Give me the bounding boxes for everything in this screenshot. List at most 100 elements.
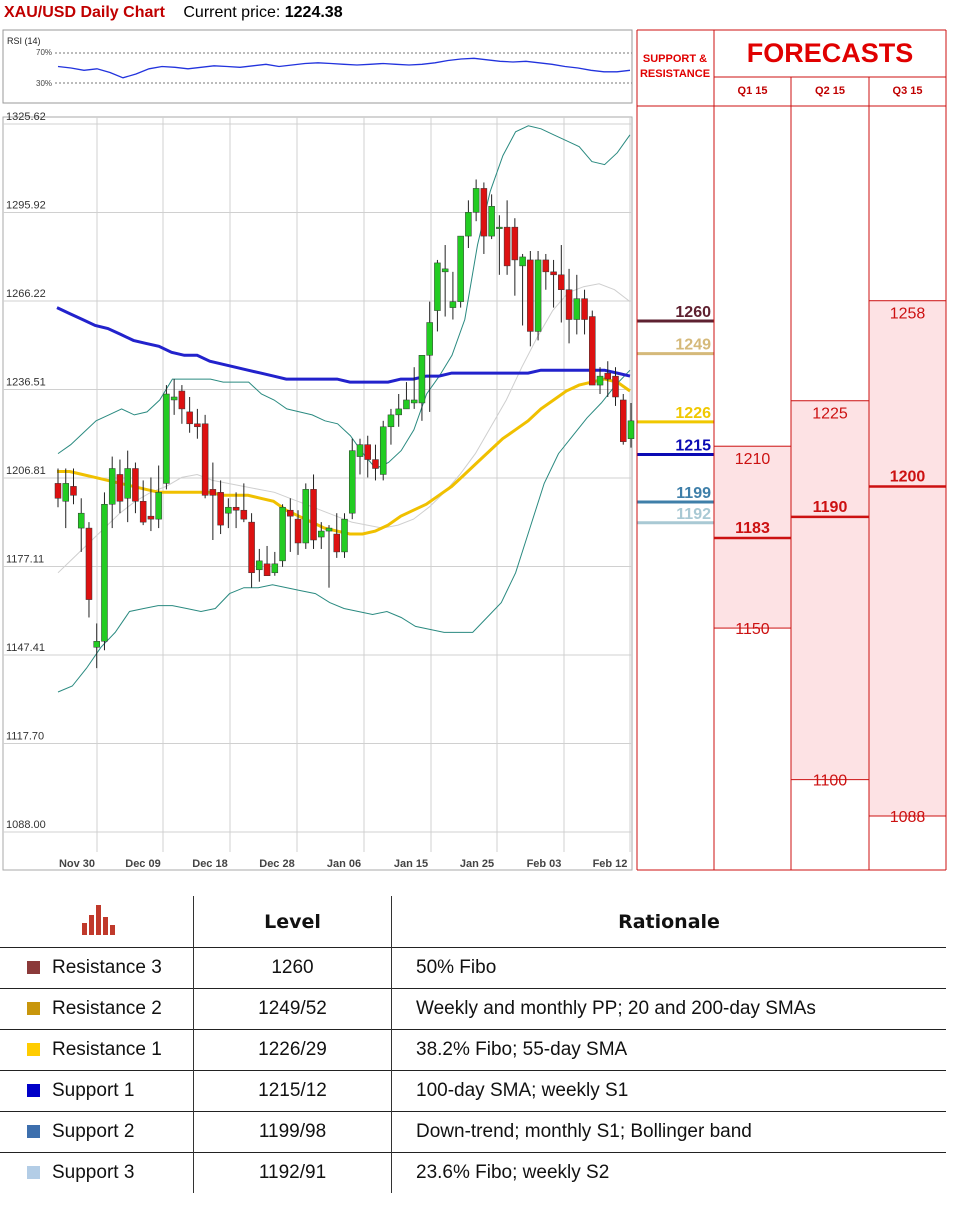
quarter-header-q2: Q2 15 (815, 85, 845, 97)
candle-body (256, 560, 263, 571)
candle-body (372, 459, 379, 469)
candle-body (527, 259, 534, 332)
level-name: Resistance 2 (52, 998, 162, 1019)
candle-body (232, 506, 240, 511)
candle-body (248, 521, 255, 574)
candle-body (147, 515, 155, 520)
sr-level-label: 1249 (675, 337, 711, 354)
candle-body (310, 489, 317, 541)
table-row: Resistance 2 1249/52 Weekly and monthly … (0, 988, 946, 1030)
candle-body (325, 527, 333, 532)
x-tick-label: Feb 12 (593, 858, 628, 870)
candle-body (341, 518, 348, 553)
levels-table: Level Rationale Resistance 3 1260 50% Fi… (0, 896, 946, 1193)
candle-body (302, 489, 310, 544)
sr-level-label: 1199 (676, 485, 711, 502)
rsi-panel: RSI (14) 70% 30% (2, 29, 633, 104)
candle-body (178, 390, 186, 410)
candle-body (364, 444, 371, 460)
x-tick-label: Dec 18 (192, 858, 227, 870)
level-name: Support 3 (52, 1162, 135, 1183)
candle-body (542, 259, 550, 273)
y-tick-label: 1236.51 (6, 377, 46, 389)
candle-body (163, 393, 170, 484)
candle-body (62, 483, 69, 502)
bars-icon-cell (0, 896, 194, 948)
sr-level-label: 1260 (675, 304, 711, 321)
level-name: Support 2 (52, 1121, 135, 1142)
level-rationale: 23.6% Fibo; weekly S2 (391, 1152, 946, 1193)
candle-body (139, 501, 147, 523)
candle-body (294, 518, 302, 544)
candle-body (480, 188, 488, 237)
price-frame (2, 116, 633, 871)
candle-body (596, 375, 604, 386)
level-rationale: 38.2% Fibo; 55-day SMA (391, 1029, 946, 1071)
bollinger-lower-line (57, 369, 631, 693)
x-tick-label: Dec 09 (125, 858, 160, 870)
candle-body (194, 423, 201, 428)
forecast-low-label: 1100 (813, 773, 848, 790)
forecast-mid-label: 1183 (735, 520, 770, 537)
candle-body (225, 506, 232, 514)
quarter-header-q3: Q3 15 (892, 85, 923, 97)
candle-body (93, 641, 100, 648)
level-value: 1215/12 (193, 1070, 392, 1112)
y-tick-label: 1295.92 (6, 199, 46, 211)
candle-body (379, 426, 387, 475)
candle-body (85, 527, 93, 600)
candle-body (612, 375, 619, 398)
rsi-line (57, 57, 631, 79)
y-tick-label: 1117.70 (6, 731, 44, 743)
candle-body (534, 259, 542, 332)
candle-body (558, 274, 565, 290)
candle-body (201, 423, 209, 496)
candle-body (387, 414, 395, 428)
candle-body (318, 530, 325, 538)
forecast-high-label: 1210 (735, 451, 771, 468)
candle-body (410, 399, 418, 404)
level-rationale: 50% Fibo (391, 947, 946, 989)
table-row: Resistance 1 1226/29 38.2% Fibo; 55-day … (0, 1029, 946, 1071)
table-row: Support 2 1199/98 Down-trend; monthly S1… (0, 1111, 946, 1153)
x-tick-label: Feb 03 (527, 858, 562, 870)
legend-swatch (27, 1166, 40, 1179)
candle-body (488, 206, 495, 237)
level-rationale: 100-day SMA; weekly S1 (391, 1070, 946, 1112)
y-tick-label: 1325.62 (6, 111, 46, 123)
rsi-30-label: 30% (36, 79, 52, 88)
forecast-low-label: 1088 (890, 809, 926, 826)
level-value: 1249/52 (193, 988, 392, 1030)
support-resistance-title: SUPPORT & RESISTANCE (637, 52, 713, 82)
level-rationale: Weekly and monthly PP; 20 and 200-day SM… (391, 988, 946, 1030)
sr-title-line1: SUPPORT & (642, 53, 708, 65)
candle-body (449, 301, 457, 308)
sr-title-line2: RESISTANCE (639, 68, 711, 80)
quarter-header-q1: Q1 15 (737, 85, 768, 97)
price-panel: 1325.62 1295.92 1266.22 1236.51 1206.81 1177.… (2, 111, 635, 871)
table-row: Support 3 1192/91 23.6% Fibo; weekly S2 (0, 1152, 946, 1193)
x-tick-label: Jan 25 (460, 858, 494, 870)
candle-body (209, 489, 217, 496)
legend-swatch (27, 961, 40, 974)
rsi-70-label: 70% (36, 48, 52, 57)
x-tick-label: Jan 15 (394, 858, 428, 870)
rsi-label: RSI (14) (7, 36, 41, 46)
y-tick-label: 1266.22 (6, 288, 46, 300)
candle-body (403, 399, 410, 410)
candle-body (581, 298, 588, 320)
candle-body (589, 316, 596, 386)
candle-body (511, 226, 519, 261)
chart-canvas: RSI (14) 70% 30% 1325.62 1295.92 1266.22 1236… (2, 29, 947, 871)
forecast-low-label: 1150 (735, 621, 770, 638)
y-tick-label: 1206.81 (6, 465, 46, 477)
forecast-high-label: 1225 (812, 406, 848, 423)
candle-body (155, 492, 162, 520)
sr-level-label: 1215 (675, 438, 711, 455)
rsi-frame (2, 29, 633, 104)
candle-body (604, 372, 612, 380)
forecast-range-box (868, 300, 947, 817)
candle-body (186, 411, 193, 425)
candle-body (503, 226, 511, 267)
y-tick-label: 1177.11 (6, 553, 44, 565)
